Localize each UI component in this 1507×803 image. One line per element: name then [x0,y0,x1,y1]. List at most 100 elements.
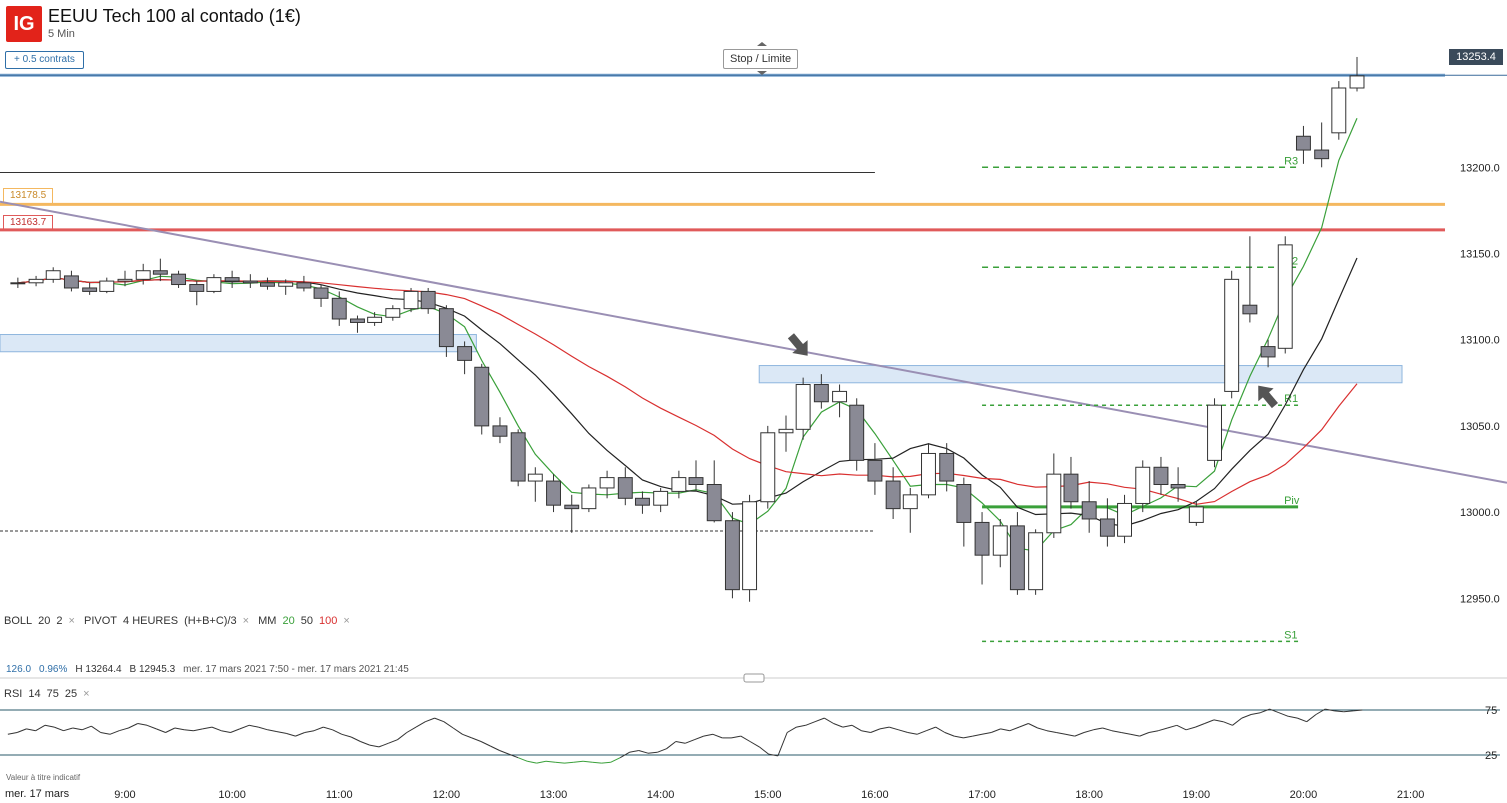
rsi-segment [573,760,584,763]
rsi-segment [415,721,426,728]
candle-body [1081,501,1097,520]
candle-body [992,525,1008,556]
candle-body [367,316,383,323]
rsi-segment [360,741,370,746]
change-value: 126.0 [6,664,32,675]
rsi-segment [564,761,574,764]
candle-body [474,366,490,427]
candle-body [403,290,419,310]
candle-body [63,275,79,289]
candle-body [1260,346,1276,358]
candle-body [724,520,740,591]
candle-body [1117,502,1133,537]
candle-body [832,390,848,403]
rsi-segment [81,725,92,731]
rsi-segment [805,721,816,726]
boll-label[interactable]: BOLL [4,615,33,627]
candle-body [688,477,704,486]
mm-label[interactable]: MM [258,615,277,627]
y-tick-label: 13100.0 [1460,335,1500,347]
candle-body [492,425,508,437]
candle-body [510,432,526,482]
rsi-segment [545,760,556,763]
candle-body [1349,75,1365,89]
rsi-segment [749,741,760,748]
arrow-down-icon [787,333,808,356]
x-tick-label: 19:00 [1183,789,1211,801]
rsi-segment [304,730,315,733]
candle-body [581,487,597,510]
candle-body [742,501,758,591]
candle-body [313,287,329,299]
rsi-segment [1158,727,1168,732]
boll-remove-icon[interactable]: × [68,615,75,627]
rsi-segment [657,748,667,753]
rsi-segment [972,733,983,737]
rsi-segment [1111,730,1122,733]
rsi-segment [1241,714,1252,719]
candle-body [82,287,98,292]
contracts-button[interactable]: + 0.5 contrats [5,51,84,69]
mm-remove-icon[interactable]: × [343,615,350,627]
red-level-tag[interactable]: 13163.7 [3,215,54,231]
x-tick-label: 17:00 [968,789,996,801]
x-tick-label: 14:00 [647,789,675,801]
candle-body [1153,466,1169,486]
rsi-segment [1000,728,1010,732]
arrow-up-icon [1258,385,1279,409]
pivot-label-r2: R2 [1284,255,1298,267]
candle-body [813,384,829,403]
rsi-segment [851,724,862,732]
rsi-segment [555,761,565,764]
rsi-segment [842,724,853,728]
rsi-segment [1343,710,1354,713]
rsi-segment [1176,724,1187,731]
candle-body [1224,278,1240,392]
rsi-segment [954,735,964,739]
rsi-segment [425,717,435,723]
candle-body [135,270,151,280]
pivot-remove-icon[interactable]: × [242,615,250,627]
rsi-segment [731,735,741,739]
date-range: mer. 17 mars 2021 7:50 - mer. 17 mars 20… [183,664,409,675]
candle-body [921,452,936,496]
candle-body [671,477,687,492]
rsi-segment [1121,732,1131,735]
candle-body [778,428,794,434]
rsi-level-label: 25 [1485,750,1497,762]
candle-body [1135,466,1151,504]
candle-body [260,282,275,287]
rsi-segment [1074,732,1085,737]
candle-body [1188,506,1204,523]
x-tick-label: 18:00 [1075,789,1103,801]
rsi-segment [1213,719,1224,723]
pivot-label-piv: Piv [1284,495,1300,507]
candle-body [278,282,294,287]
rsi-segment [1028,723,1038,729]
candle-body [1314,149,1330,160]
timeframe-label[interactable]: 5 Min [48,28,75,40]
x-tick-label: 13:00 [540,789,568,801]
x-tick-label: 21:00 [1397,789,1425,801]
pivot-label[interactable]: PIVOT [84,615,118,627]
candle-body [634,497,650,506]
instrument-title: EEUU Tech 100 al contado (1€) [48,6,301,26]
orange-level-tag[interactable]: 13178.5 [3,188,54,204]
rsi-label[interactable]: RSI [4,688,23,700]
rsi-segment [1056,732,1066,735]
rsi-segment [221,730,231,733]
y-tick-label: 13050.0 [1460,421,1500,433]
rsi-segment [72,727,83,731]
candle-body [795,384,811,430]
rsi-segment [1037,727,1048,732]
pivot-p2: (H+B+C)/3 [184,615,237,627]
candle-body [706,484,722,522]
rsi-remove-icon[interactable]: × [83,688,90,700]
rsi-p2: 75 [46,688,59,700]
rsi-segment [1185,726,1196,731]
rsi-segment [684,739,695,744]
stop-limit-button[interactable]: Stop / Limite [723,49,799,69]
candle-body [296,282,312,289]
rsi-segment [26,728,36,732]
